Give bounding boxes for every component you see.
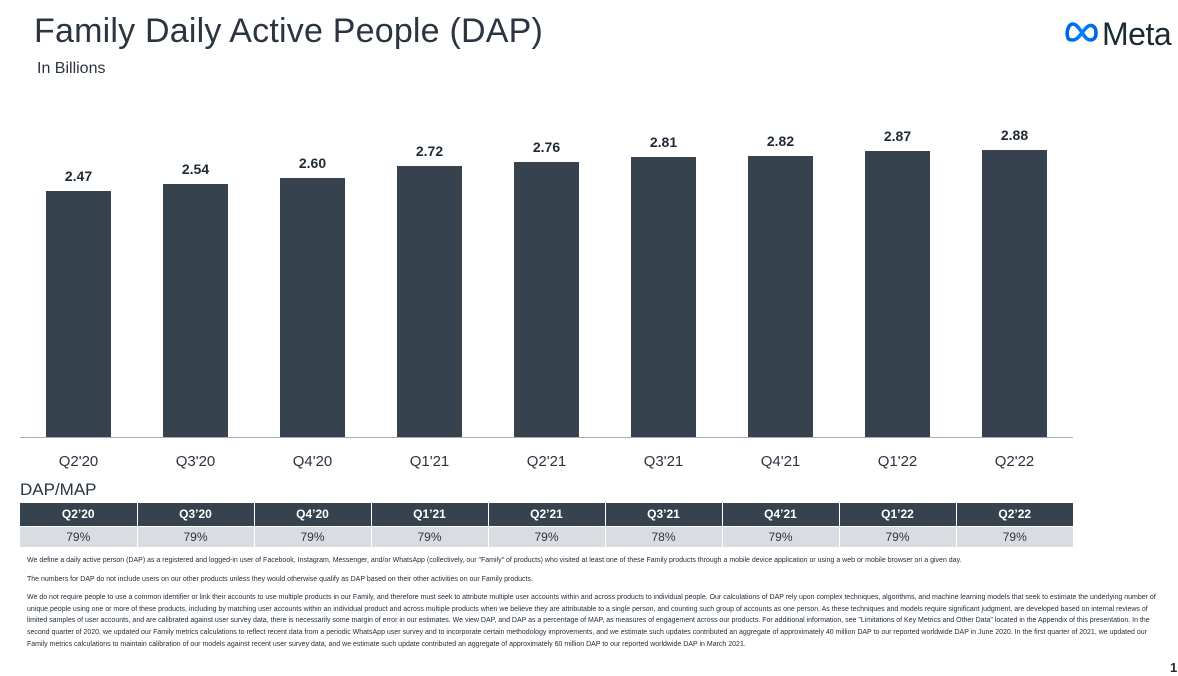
dap-map-header-cell: Q2’21: [488, 503, 606, 526]
dap-map-table: Q2’20 Q3’20 Q4’20 Q1’21 Q2’21 Q3’21 Q4’21 Q1’22…: [20, 503, 1073, 547]
dap-map-header-cell: Q2’22: [956, 503, 1073, 526]
bar-Q2'20: [46, 191, 111, 437]
bar-Q1'21: [397, 166, 462, 437]
x-tick-label: Q1'22: [878, 453, 918, 470]
dap-map-value-cell: 79%: [137, 525, 255, 547]
dap-map-value-cell: 79%: [20, 525, 138, 547]
dap-map-value-cell: 79%: [254, 525, 372, 547]
bar-value-label: 2.47: [65, 168, 92, 184]
bar-value-label: 2.54: [182, 161, 209, 177]
dap-map-header-row: Q2’20 Q3’20 Q4’20 Q1’21 Q2’21 Q3’21 Q4’21 Q1’22…: [20, 503, 1073, 526]
dap-map-value-cell: 79%: [722, 525, 840, 547]
page-subtitle: In Billions: [37, 60, 106, 77]
x-tick-label: Q3'21: [644, 453, 684, 470]
bar-Q4'21: [748, 156, 813, 437]
logo-text: Meta: [1102, 16, 1172, 52]
x-tick-label: Q2'20: [59, 453, 99, 470]
x-tick-label: Q2'21: [527, 453, 567, 470]
dap-map-header-cell: Q4’20: [254, 503, 372, 526]
bar-value-label: 2.72: [416, 143, 443, 159]
dap-map-value-cell: 79%: [956, 525, 1073, 547]
dap-map-value-cell: 78%: [605, 525, 723, 547]
x-tick-label: Q2'22: [995, 453, 1035, 470]
footnote: We do not require people to use a common…: [27, 594, 1156, 648]
page-number: 1: [1170, 660, 1178, 675]
dap-map-value-row: 79% 79% 79% 79% 79% 78% 79% 79% 79%: [20, 525, 1073, 547]
dap-map-value-cell: 79%: [839, 525, 957, 547]
bar-Q4'20: [280, 178, 345, 437]
dap-map-header-cell: Q3’21: [605, 503, 723, 526]
dap-map-value-cell: 79%: [488, 525, 606, 547]
footnotes: We define a daily active person (DAP) as…: [27, 555, 1167, 657]
dap-map-header-cell: Q1’22: [839, 503, 957, 526]
meta-infinity-icon: [1065, 22, 1098, 42]
bar-Q2'22: [982, 150, 1047, 437]
x-tick-label: Q1'21: [410, 453, 450, 470]
footnote: We define a daily active person (DAP) as…: [27, 557, 962, 564]
bar-value-label: 2.87: [884, 128, 911, 144]
bar-Q3'21: [631, 157, 696, 437]
x-tick-label: Q4'20: [293, 453, 333, 470]
bar-Q2'21: [514, 162, 579, 437]
bar-value-label: 2.81: [650, 134, 677, 150]
bar-Q3'20: [163, 184, 228, 437]
x-tick-label: Q4'21: [761, 453, 801, 470]
bar-value-label: 2.82: [767, 133, 794, 149]
x-tick-label: Q3'20: [176, 453, 216, 470]
bar-value-label: 2.88: [1001, 127, 1028, 143]
bar-value-label: 2.76: [533, 139, 560, 155]
dap-map-value-cell: 79%: [371, 525, 489, 547]
dap-map-label: DAP/MAP: [20, 480, 97, 499]
footnote: The numbers for DAP do not include users…: [27, 575, 533, 583]
bar-value-label: 2.60: [299, 155, 326, 171]
bar-Q1'22: [865, 151, 930, 437]
bar-chart: 2.47 2.54 2.60 2.72 2.76 2.81 2.82 2.87 2.88 Q2'…: [20, 127, 1073, 470]
meta-logo: Meta: [1064, 14, 1178, 54]
dap-map-header-cell: Q1’21: [371, 503, 489, 526]
dap-map-header-cell: Q4’21: [722, 503, 840, 526]
page-title: Family Daily Active People (DAP): [34, 12, 543, 50]
dap-map-header-cell: Q2’20: [20, 503, 138, 526]
dap-map-header-cell: Q3’20: [137, 503, 255, 526]
